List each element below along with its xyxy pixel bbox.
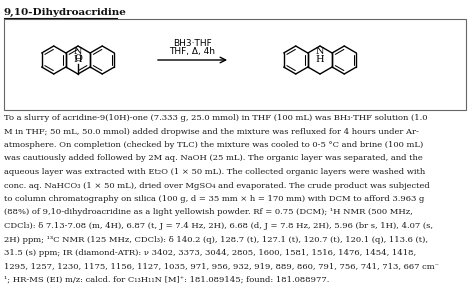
Text: (88%) of 9,10-dihydroacridine as a light yellowish powder. Rf = 0.75 (DCM); ¹H N: (88%) of 9,10-dihydroacridine as a light… bbox=[4, 208, 413, 216]
Text: H: H bbox=[316, 55, 324, 64]
Text: M in THF; 50 mL, 50.0 mmol) added dropwise and the mixture was refluxed for 4 ho: M in THF; 50 mL, 50.0 mmol) added dropwi… bbox=[4, 128, 419, 136]
Text: 1295, 1257, 1230, 1175, 1156, 1127, 1035, 971, 956, 932, 919, 889, 860, 791, 756: 1295, 1257, 1230, 1175, 1156, 1127, 1035… bbox=[4, 263, 439, 270]
Text: THF, Δ, 4h: THF, Δ, 4h bbox=[170, 47, 216, 56]
Text: CDCl₃): δ 7.13-7.08 (m, 4H), 6.87 (t, J = 7.4 Hz, 2H), 6.68 (d, J = 7.8 Hz, 2H),: CDCl₃): δ 7.13-7.08 (m, 4H), 6.87 (t, J … bbox=[4, 222, 433, 230]
Text: BH3·THF: BH3·THF bbox=[173, 39, 212, 48]
Bar bbox=[4, 19, 466, 110]
Text: conc. aq. NaHCO₃ (1 × 50 mL), dried over MgSO₄ and evaporated. The crude product: conc. aq. NaHCO₃ (1 × 50 mL), dried over… bbox=[4, 181, 430, 190]
Text: 31.5 (s) ppm; IR (diamond-ATR): ν 3402, 3373, 3044, 2805, 1600, 1581, 1516, 1476: 31.5 (s) ppm; IR (diamond-ATR): ν 3402, … bbox=[4, 249, 416, 257]
Text: atmosphere. On completion (checked by TLC) the mixture was cooled to 0-5 °C and : atmosphere. On completion (checked by TL… bbox=[4, 141, 423, 149]
Text: 9,10-Dihydroacridine: 9,10-Dihydroacridine bbox=[4, 8, 127, 17]
Text: N: N bbox=[316, 47, 324, 56]
Text: To a slurry of acridine-9(10H)-one (7.333 g, 25.0 mmol) in THF (100 mL) was BH₃·: To a slurry of acridine-9(10H)-one (7.33… bbox=[4, 114, 428, 122]
Text: O: O bbox=[74, 54, 82, 63]
Text: H: H bbox=[73, 55, 82, 64]
Text: to column chromatography on silica (100 g, d = 35 mm × h = 170 mm) with DCM to a: to column chromatography on silica (100 … bbox=[4, 195, 424, 203]
Text: aqueous layer was extracted with Et₂O (1 × 50 mL). The collected organic layers : aqueous layer was extracted with Et₂O (1… bbox=[4, 168, 425, 176]
Text: was cautiously added followed by 2M aq. NaOH (25 mL). The organic layer was sepa: was cautiously added followed by 2M aq. … bbox=[4, 155, 423, 163]
Text: N: N bbox=[74, 47, 82, 56]
Text: 2H) ppm; ¹³C NMR (125 MHz, CDCl₃): δ 140.2 (q), 128.7 (t), 127.1 (t), 120.7 (t),: 2H) ppm; ¹³C NMR (125 MHz, CDCl₃): δ 140… bbox=[4, 235, 428, 243]
Text: ¹; HR-MS (EI) m/z: calcd. for C₁₃H₁₁N [M]⁺: 181.089145; found: 181.088977.: ¹; HR-MS (EI) m/z: calcd. for C₁₃H₁₁N [M… bbox=[4, 276, 329, 284]
